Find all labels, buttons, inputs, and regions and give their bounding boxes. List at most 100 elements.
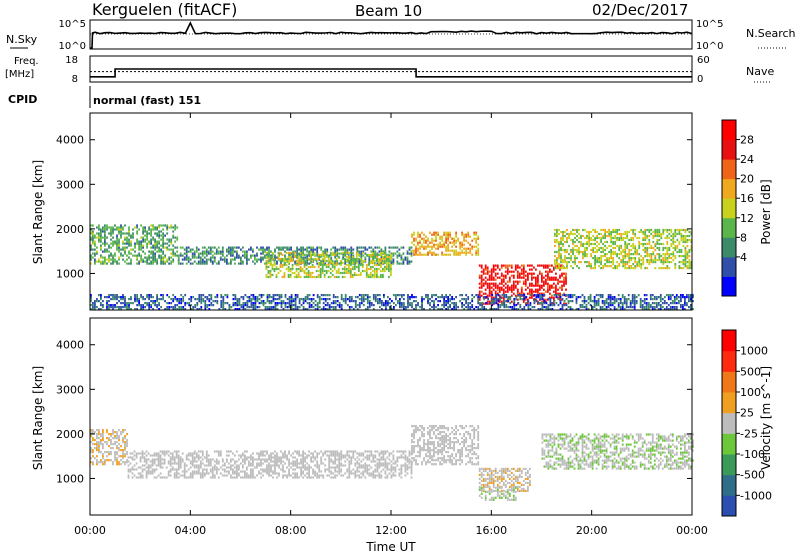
heatmap-cell [523, 308, 526, 311]
heatmap-cell [497, 298, 500, 301]
heatmap-cell [322, 250, 325, 253]
heatmap-cell [162, 262, 164, 265]
heatmap-cell [596, 240, 598, 244]
heatmap-cell [583, 300, 586, 303]
heatmap-cell [165, 450, 168, 453]
heatmap-cell [615, 308, 618, 311]
heatmap-cell [244, 460, 246, 463]
heatmap-cell [451, 245, 453, 248]
heatmap-cell [114, 451, 116, 454]
heatmap-cell [507, 298, 510, 301]
heatmap-cell [116, 248, 118, 251]
heatmap-cell [327, 257, 330, 261]
heatmap-cell [305, 275, 308, 279]
heatmap-cell [295, 273, 298, 277]
heatmap-cell [501, 294, 504, 297]
heatmap-cell [512, 282, 515, 285]
heatmap-cell [260, 464, 262, 467]
heatmap-cell [124, 306, 126, 309]
heatmap-cell [118, 230, 120, 233]
heatmap-cell [348, 262, 351, 265]
heatmap-cell [516, 280, 519, 283]
heatmap-cell [136, 240, 138, 243]
heatmap-cell [156, 246, 158, 249]
heatmap-cell [478, 286, 481, 289]
heatmap-cell [453, 306, 455, 309]
heatmap-cell [196, 302, 199, 305]
heatmap-cell [317, 265, 320, 269]
heatmap-cell [531, 268, 533, 271]
heatmap-cell [469, 249, 472, 252]
heatmap-cell [527, 292, 529, 295]
heatmap-cell [170, 306, 173, 309]
heatmap-cell [353, 257, 356, 261]
heatmap-cell [349, 275, 352, 279]
heatmap-cell [166, 260, 169, 263]
heatmap-cell [396, 246, 399, 249]
heatmap-cell [580, 240, 582, 244]
heatmap-cell [650, 244, 653, 248]
heatmap-cell [172, 244, 175, 247]
heatmap-cell [594, 259, 596, 262]
heatmap-cell [600, 232, 602, 236]
heatmap-cell [494, 278, 497, 281]
heatmap-cell [276, 256, 278, 259]
heatmap-cell [372, 304, 375, 307]
heatmap-cell [572, 267, 574, 270]
heatmap-cell [671, 302, 674, 305]
heatmap-cell [485, 296, 488, 299]
heatmap-cell [630, 257, 633, 260]
heatmap-cell [182, 296, 185, 299]
heatmap-cell [230, 248, 232, 251]
heatmap-cell [234, 262, 236, 265]
heatmap-cell [118, 308, 120, 311]
heatmap-cell [139, 466, 142, 469]
heatmap-cell [100, 304, 102, 307]
heatmap-cell [592, 250, 594, 254]
heatmap-cell [498, 300, 501, 303]
heatmap-cell [651, 294, 654, 297]
heatmap-cell [146, 232, 148, 235]
heatmap-cell [650, 257, 653, 260]
heatmap-cell [269, 271, 272, 275]
heatmap-cell [578, 253, 580, 256]
heatmap-cell [477, 235, 480, 238]
heatmap-cell [618, 248, 621, 252]
heatmap-cell [493, 302, 496, 305]
heatmap-cell [351, 257, 354, 261]
heatmap-cell [162, 250, 164, 253]
heatmap-cell [146, 296, 148, 299]
heatmap-cell [431, 247, 433, 250]
heatmap-cell [124, 449, 126, 452]
heatmap-cell [168, 238, 171, 241]
heatmap-cell [142, 232, 144, 235]
heatmap-cell [459, 251, 461, 254]
heatmap-cell [680, 236, 683, 240]
heatmap-cell [618, 257, 621, 260]
heatmap-cell [601, 306, 604, 309]
heatmap-cell [623, 296, 626, 299]
heatmap-cell [653, 298, 656, 301]
heatmap-cell [389, 306, 391, 309]
heatmap-cell [200, 302, 203, 305]
heatmap-cell [369, 265, 372, 269]
heatmap-cell [276, 262, 278, 265]
heatmap-cell [483, 296, 486, 299]
heatmap-cell [232, 458, 234, 461]
heatmap-cell [252, 298, 255, 301]
heatmap-cell [662, 228, 665, 232]
heatmap-cell [110, 254, 112, 257]
heatmap-cell [352, 308, 355, 311]
heatmap-cell [188, 304, 191, 307]
heatmap-cell [172, 298, 175, 301]
heatmap-cell [658, 248, 661, 252]
heatmap-cell [265, 273, 268, 277]
heatmap-cell [512, 284, 515, 287]
heatmap-cell [118, 439, 120, 442]
heatmap-cell [311, 259, 314, 263]
heatmap-cell [287, 267, 290, 271]
heatmap-cell [658, 259, 661, 262]
heatmap-cell [286, 306, 289, 309]
heatmap-cell [180, 300, 183, 303]
heatmap-cell [431, 306, 433, 309]
